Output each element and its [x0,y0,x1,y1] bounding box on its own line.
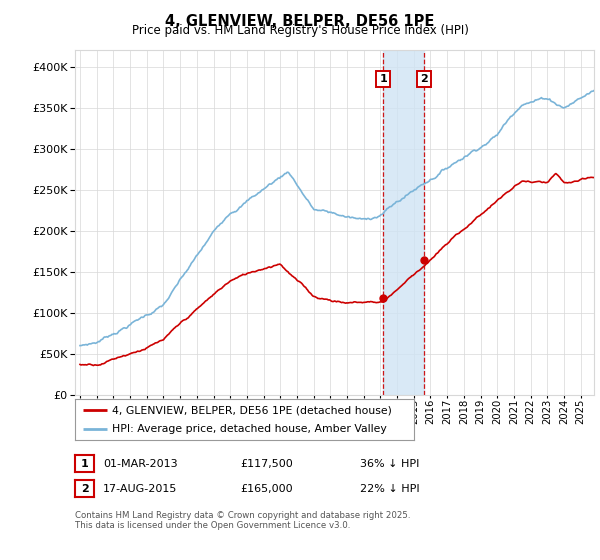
Text: 17-AUG-2015: 17-AUG-2015 [103,484,178,494]
Text: Contains HM Land Registry data © Crown copyright and database right 2025.
This d: Contains HM Land Registry data © Crown c… [75,511,410,530]
Text: 01-MAR-2013: 01-MAR-2013 [103,459,178,469]
Text: 2: 2 [421,74,428,84]
Text: 1: 1 [81,459,88,469]
Text: 1: 1 [379,74,387,84]
Text: HPI: Average price, detached house, Amber Valley: HPI: Average price, detached house, Ambe… [112,424,387,433]
Text: 4, GLENVIEW, BELPER, DE56 1PE (detached house): 4, GLENVIEW, BELPER, DE56 1PE (detached … [112,405,392,415]
Text: 2: 2 [81,484,88,494]
Text: Price paid vs. HM Land Registry's House Price Index (HPI): Price paid vs. HM Land Registry's House … [131,24,469,37]
Text: 4, GLENVIEW, BELPER, DE56 1PE: 4, GLENVIEW, BELPER, DE56 1PE [166,14,434,29]
Bar [383,50,424,395]
Text: 36% ↓ HPI: 36% ↓ HPI [360,459,419,469]
Text: 22% ↓ HPI: 22% ↓ HPI [360,484,419,494]
Text: £165,000: £165,000 [240,484,293,494]
Text: £117,500: £117,500 [240,459,293,469]
